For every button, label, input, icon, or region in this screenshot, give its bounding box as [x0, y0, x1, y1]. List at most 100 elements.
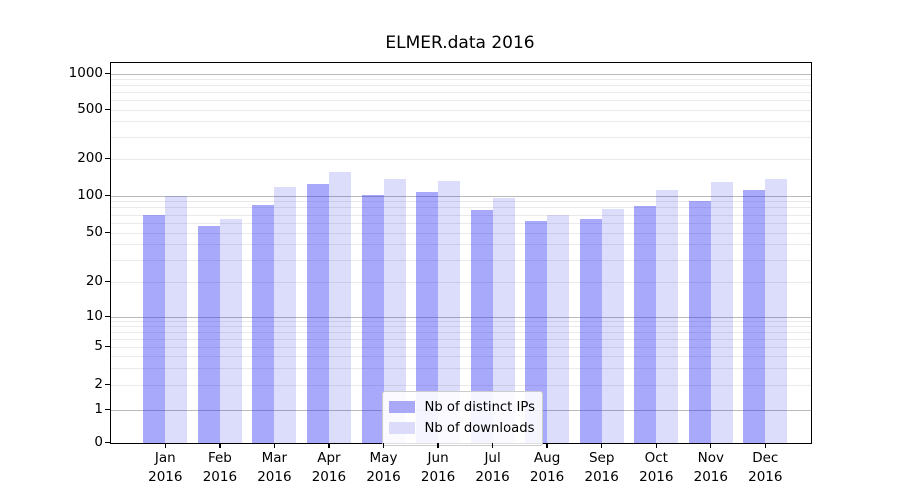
gridline-minor — [110, 355, 811, 357]
x-tick-year: 2016 — [748, 469, 783, 485]
x-tick-mark — [601, 443, 603, 448]
y-tick-mark — [105, 408, 110, 411]
x-tick-label: May 2016 — [349, 449, 419, 487]
y-tick-label: 5 — [94, 338, 103, 354]
plot-area: Nb of distinct IPs Nb of downloads — [109, 61, 812, 446]
x-tick-year: 2016 — [257, 469, 292, 485]
bar-distinct-ips-may — [361, 195, 384, 443]
gridline-minor — [110, 346, 811, 348]
x-tick-mark — [437, 443, 439, 448]
legend-label: Nb of downloads — [424, 420, 535, 436]
y-tick-label: 0 — [94, 434, 103, 450]
y-tick-mark — [105, 315, 110, 318]
bar-downloads-jan — [165, 195, 188, 443]
y-tick-label: 20 — [85, 273, 103, 289]
x-tick-label: Apr 2016 — [294, 449, 364, 487]
bar-distinct-ips-dec — [743, 190, 766, 443]
gridline-minor — [110, 331, 811, 333]
bar-distinct-ips-jul — [470, 209, 493, 443]
gridline-minor — [110, 259, 811, 261]
x-tick-month: May — [369, 450, 398, 466]
gridline-minor — [110, 136, 811, 138]
x-tick-year: 2016 — [529, 469, 565, 485]
chart-title: ELMER.data 2016 — [385, 33, 535, 53]
y-tick-mark — [105, 280, 110, 283]
legend-swatch-distinct-ips — [388, 401, 415, 413]
gridline-major — [110, 73, 811, 75]
legend-row: Nb of downloads — [388, 418, 535, 439]
x-tick-month: Sep — [588, 450, 615, 466]
bar-distinct-ips-jun — [416, 191, 439, 443]
gridline-minor — [110, 244, 811, 246]
x-tick-label: Nov 2016 — [676, 449, 746, 487]
gridline-minor — [110, 214, 811, 216]
x-tick-year: 2016 — [475, 469, 510, 485]
legend-swatch-downloads — [388, 422, 415, 434]
bar-downloads-jul — [492, 197, 515, 443]
y-tick-mark — [105, 345, 110, 348]
gridline-minor — [110, 338, 811, 340]
x-tick-month: Jun — [427, 450, 449, 466]
gridline-minor — [110, 92, 811, 93]
bar-downloads-mar — [274, 186, 297, 443]
y-tick-mark — [105, 194, 110, 197]
bar-downloads-apr — [328, 172, 351, 443]
y-tick-label: 100 — [77, 187, 103, 203]
bar-downloads-nov — [710, 181, 733, 443]
legend: Nb of distinct IPs Nb of downloads — [381, 390, 543, 446]
x-tick-label: Jun 2016 — [403, 449, 473, 487]
x-tick-label: Jul 2016 — [458, 449, 528, 487]
x-tick-month: Mar — [261, 450, 288, 466]
gridline-minor — [110, 207, 811, 209]
y-tick-label: 1 — [94, 401, 103, 417]
bar-downloads-jun — [438, 180, 461, 443]
gridline-minor — [110, 222, 811, 224]
x-tick-mark — [382, 443, 385, 448]
x-tick-label: Dec 2016 — [730, 449, 800, 487]
y-tick-label: 500 — [77, 101, 103, 117]
x-tick-month: Dec — [752, 450, 779, 466]
x-tick-month: Oct — [644, 450, 668, 466]
x-tick-mark — [764, 443, 766, 448]
bar-downloads-feb — [219, 219, 242, 443]
y-tick-label: 2 — [94, 376, 103, 392]
bar-downloads-oct — [656, 190, 679, 443]
gridline-minor — [110, 367, 811, 369]
gridline-minor — [110, 201, 811, 203]
bar-distinct-ips-sep — [579, 218, 602, 443]
bar-distinct-ips-oct — [634, 206, 657, 443]
x-tick-mark — [219, 443, 221, 448]
x-tick-year: 2016 — [311, 469, 347, 485]
x-tick-mark — [273, 443, 276, 448]
legend-row: Nb of distinct IPs — [388, 397, 535, 418]
bar-downloads-sep — [601, 208, 624, 443]
x-tick-mark — [491, 443, 494, 448]
gridline-major — [110, 195, 811, 197]
y-tick-mark — [105, 441, 110, 444]
x-tick-month: Aug — [533, 450, 561, 466]
bar-distinct-ips-mar — [252, 205, 275, 443]
y-tick-mark — [105, 231, 110, 234]
gridline-minor — [110, 281, 811, 283]
gridline-minor — [110, 121, 811, 123]
y-tick-mark — [105, 383, 110, 386]
x-tick-year: 2016 — [584, 469, 619, 485]
gridline-minor — [110, 232, 811, 234]
gridline-minor — [110, 158, 811, 160]
y-tick-label: 10 — [85, 308, 103, 324]
x-tick-year: 2016 — [639, 469, 674, 485]
bar-downloads-aug — [547, 214, 570, 443]
bar-downloads-dec — [765, 179, 788, 443]
y-tick-label: 1000 — [68, 65, 103, 81]
x-tick-year: 2016 — [366, 469, 401, 485]
gridline-minor — [110, 321, 811, 323]
x-tick-label: Oct 2016 — [621, 449, 691, 487]
gridline-minor — [110, 85, 811, 87]
y-tick-mark — [105, 108, 110, 111]
x-tick-mark — [546, 443, 548, 448]
x-tick-mark — [655, 443, 657, 448]
gridline-minor — [110, 384, 811, 386]
bar-downloads-may — [383, 178, 406, 443]
x-tick-mark — [328, 443, 330, 448]
